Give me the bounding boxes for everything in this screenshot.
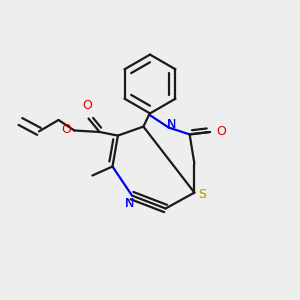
Circle shape [196, 188, 209, 201]
Text: N: N [124, 196, 134, 210]
Text: N: N [166, 118, 176, 131]
Text: N: N [124, 196, 134, 210]
Text: S: S [198, 188, 206, 201]
Text: N: N [166, 118, 176, 131]
Text: O: O [82, 99, 92, 112]
Text: O: O [61, 122, 71, 136]
Circle shape [164, 118, 178, 131]
Text: O: O [217, 125, 226, 139]
Text: S: S [198, 188, 206, 201]
Circle shape [122, 196, 136, 210]
